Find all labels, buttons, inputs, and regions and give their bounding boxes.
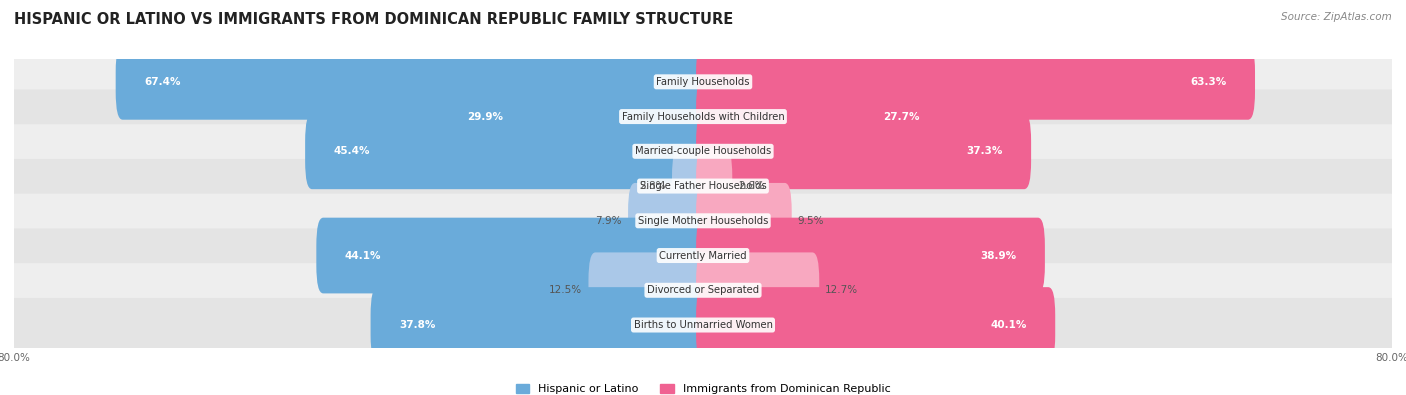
Text: 63.3%: 63.3% [1191,77,1226,87]
Text: 37.3%: 37.3% [966,146,1002,156]
Text: Single Mother Households: Single Mother Households [638,216,768,226]
Text: Family Households with Children: Family Households with Children [621,111,785,122]
Text: Currently Married: Currently Married [659,250,747,261]
FancyBboxPatch shape [696,287,1056,363]
Text: 7.9%: 7.9% [596,216,621,226]
FancyBboxPatch shape [696,148,733,224]
Text: 27.7%: 27.7% [883,111,920,122]
FancyBboxPatch shape [696,218,1045,293]
FancyBboxPatch shape [696,44,1256,120]
Text: Family Households: Family Households [657,77,749,87]
FancyBboxPatch shape [696,113,1031,189]
FancyBboxPatch shape [696,252,820,328]
FancyBboxPatch shape [696,79,949,154]
Text: 38.9%: 38.9% [980,250,1017,261]
Text: 2.8%: 2.8% [640,181,666,191]
FancyBboxPatch shape [371,287,710,363]
Text: 9.5%: 9.5% [797,216,824,226]
Text: Single Father Households: Single Father Households [640,181,766,191]
FancyBboxPatch shape [628,183,710,259]
FancyBboxPatch shape [11,298,1395,352]
FancyBboxPatch shape [11,228,1395,283]
Text: HISPANIC OR LATINO VS IMMIGRANTS FROM DOMINICAN REPUBLIC FAMILY STRUCTURE: HISPANIC OR LATINO VS IMMIGRANTS FROM DO… [14,12,734,27]
FancyBboxPatch shape [672,148,710,224]
Text: 44.1%: 44.1% [344,250,381,261]
FancyBboxPatch shape [439,79,710,154]
Text: 12.7%: 12.7% [825,285,859,295]
FancyBboxPatch shape [305,113,710,189]
Text: Divorced or Separated: Divorced or Separated [647,285,759,295]
Text: 40.1%: 40.1% [990,320,1026,330]
Text: Births to Unmarried Women: Births to Unmarried Women [634,320,772,330]
FancyBboxPatch shape [316,218,710,293]
Text: 12.5%: 12.5% [550,285,582,295]
Text: 2.6%: 2.6% [738,181,765,191]
Text: 45.4%: 45.4% [333,146,370,156]
FancyBboxPatch shape [11,159,1395,213]
FancyBboxPatch shape [11,194,1395,248]
FancyBboxPatch shape [589,252,710,328]
Text: Married-couple Households: Married-couple Households [636,146,770,156]
FancyBboxPatch shape [11,263,1395,317]
Text: 67.4%: 67.4% [143,77,180,87]
Text: 29.9%: 29.9% [467,111,503,122]
FancyBboxPatch shape [115,44,710,120]
FancyBboxPatch shape [11,124,1395,179]
Text: 37.8%: 37.8% [399,320,436,330]
FancyBboxPatch shape [11,90,1395,144]
Text: Source: ZipAtlas.com: Source: ZipAtlas.com [1281,12,1392,22]
FancyBboxPatch shape [696,183,792,259]
Legend: Hispanic or Latino, Immigrants from Dominican Republic: Hispanic or Latino, Immigrants from Domi… [516,384,890,394]
FancyBboxPatch shape [11,55,1395,109]
